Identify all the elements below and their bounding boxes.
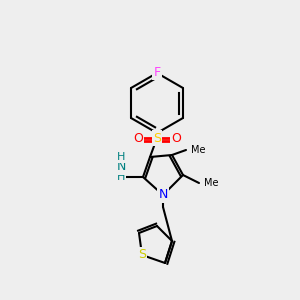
Text: Me: Me — [191, 145, 206, 155]
Text: F: F — [153, 65, 161, 79]
Text: N: N — [116, 160, 126, 173]
Text: H: H — [117, 152, 125, 162]
Text: O: O — [171, 131, 181, 145]
Text: O: O — [133, 131, 143, 145]
Text: H: H — [117, 172, 125, 182]
Text: S: S — [153, 131, 161, 145]
Text: Me: Me — [204, 178, 218, 188]
Text: N: N — [158, 188, 168, 202]
Text: S: S — [138, 248, 146, 262]
